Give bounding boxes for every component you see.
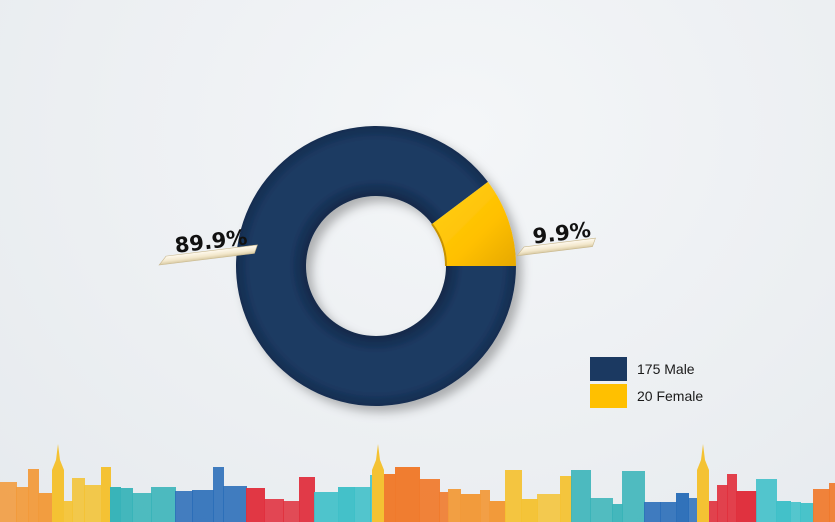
skyline-building (120, 488, 133, 522)
skyline-building (571, 470, 591, 522)
skyline-spire (697, 444, 709, 522)
percent-label-female-tag: 9.9% (516, 218, 596, 257)
legend-label-female: 20 Female (637, 388, 704, 404)
skyline-building (537, 494, 561, 522)
skyline-building (560, 476, 572, 522)
slice-female-bevel (431, 223, 447, 267)
skyline-building (644, 502, 661, 522)
skyline-building (84, 485, 102, 522)
skyline-building (338, 487, 355, 522)
skyline-building (192, 490, 214, 522)
skyline-building (776, 501, 791, 522)
skyline-building (175, 491, 193, 522)
skyline-building (521, 499, 538, 522)
skyline-building (223, 486, 247, 522)
skyline-building (612, 504, 623, 522)
skyline-building (717, 485, 728, 522)
skyline-building (110, 487, 121, 522)
slice-male (236, 125, 516, 406)
skyline-building (756, 479, 777, 522)
skyline-building (439, 492, 449, 522)
skyline-spire (52, 444, 64, 522)
skyline-building (38, 493, 54, 522)
skyline-building (314, 492, 339, 522)
skyline-building (213, 467, 224, 522)
city-skyline-decoration (0, 444, 835, 522)
skyline-building (0, 482, 17, 522)
skyline-building (800, 503, 814, 522)
legend-item-female: 20 Female (590, 383, 750, 409)
skyline-building (283, 501, 300, 522)
skyline-building (382, 474, 396, 522)
skyline-building (790, 502, 801, 522)
skyline-building (101, 467, 111, 522)
skyline-building (660, 502, 677, 522)
skyline-building (829, 483, 835, 522)
legend-item-male: 175 Male (590, 356, 750, 382)
skyline-building (676, 493, 689, 522)
skyline-building (28, 469, 39, 522)
skyline-building (813, 489, 830, 522)
skyline-building (151, 487, 176, 522)
legend: 175 Male 20 Female (590, 356, 750, 410)
skyline-building (354, 487, 371, 522)
skyline-building (246, 488, 265, 522)
skyline-building (622, 471, 645, 522)
skyline-building (395, 467, 420, 522)
skyline-building (590, 498, 613, 522)
skyline-building (264, 499, 284, 522)
skyline-building (460, 494, 481, 522)
legend-swatch-male (590, 357, 627, 381)
legend-swatch-female (590, 384, 627, 408)
skyline-building (727, 474, 737, 522)
skyline-building (448, 489, 461, 522)
skyline-building (480, 490, 490, 522)
skyline-building (72, 478, 85, 522)
skyline-building (16, 487, 29, 522)
skyline-building (505, 470, 522, 522)
skyline-building (299, 477, 315, 522)
slice-female (431, 181, 516, 266)
skyline-building (132, 493, 152, 522)
skyline-building (489, 501, 506, 522)
skyline-spire (372, 444, 384, 522)
legend-label-male: 175 Male (637, 361, 695, 377)
skyline-building (419, 479, 440, 522)
skyline-building (736, 491, 757, 522)
